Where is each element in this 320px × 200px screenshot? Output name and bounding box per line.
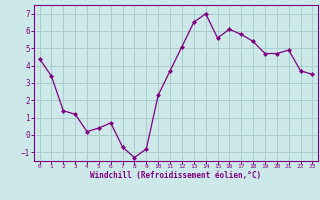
- X-axis label: Windchill (Refroidissement éolien,°C): Windchill (Refroidissement éolien,°C): [91, 171, 261, 180]
